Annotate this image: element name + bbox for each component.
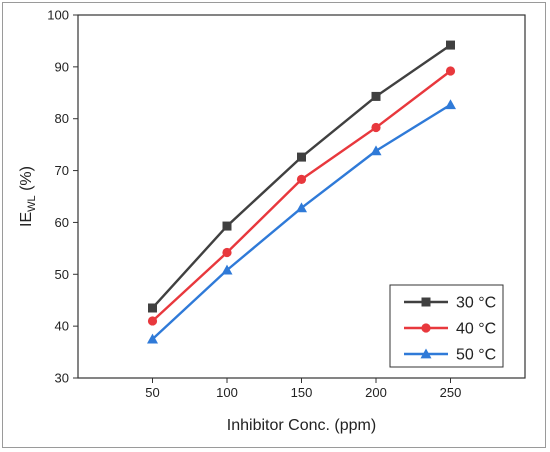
data-point (446, 40, 455, 50)
data-point (222, 221, 232, 231)
data-point (221, 264, 233, 275)
y-tick-label: 80 (55, 111, 69, 126)
x-tick-label: 50 (145, 385, 159, 400)
series-1 (148, 40, 455, 313)
data-point (297, 152, 306, 162)
series-layer (147, 40, 456, 344)
series-3 (147, 99, 456, 344)
legend-marker (421, 297, 431, 307)
legend-marker (420, 348, 432, 359)
y-tick-label: 50 (55, 267, 69, 282)
figure-frame (2, 2, 546, 448)
y-tick-label: 70 (55, 163, 69, 178)
y-axis-title: IEWL (%) (18, 166, 38, 227)
y-tick-label: 60 (55, 215, 69, 230)
legend: 30 °C 40 °C 50 °C (389, 284, 504, 368)
series-2 (147, 66, 456, 326)
data-point (148, 303, 157, 313)
data-point (371, 91, 381, 101)
data-point (445, 99, 456, 110)
x-axis-title: Inhibitor Conc. (ppm) (227, 417, 376, 434)
data-point (222, 247, 232, 258)
series-line (151, 70, 452, 322)
x-tick-label: 200 (365, 385, 387, 400)
data-point (147, 316, 158, 326)
y-tick-label: 100 (47, 8, 69, 23)
x-tick-label: 100 (216, 385, 238, 400)
data-point (296, 174, 307, 184)
data-point (147, 333, 158, 344)
legend-item-3: 50 °C (404, 347, 496, 364)
data-point (445, 66, 456, 76)
y-tick-label: 30 (55, 371, 69, 386)
ticks-layer: 30 40 50 60 70 80 90 100 50 100 150 200 250 (47, 8, 461, 401)
legend-label: 30 °C (456, 295, 496, 312)
plot-area-border (77, 14, 526, 379)
x-tick-label: 150 (291, 385, 313, 400)
legend-label: 50 °C (456, 347, 496, 364)
legend-label: 40 °C (456, 321, 496, 338)
y-tick-label: 90 (55, 59, 69, 74)
data-point (371, 122, 381, 133)
x-tick-label: 250 (440, 385, 462, 400)
legend-item-2: 40 °C (404, 321, 496, 338)
data-point (296, 202, 307, 213)
legend-marker (421, 323, 431, 333)
legend-item-1: 30 °C (404, 295, 496, 312)
data-point (370, 145, 382, 156)
y-tick-label: 40 (55, 319, 69, 334)
